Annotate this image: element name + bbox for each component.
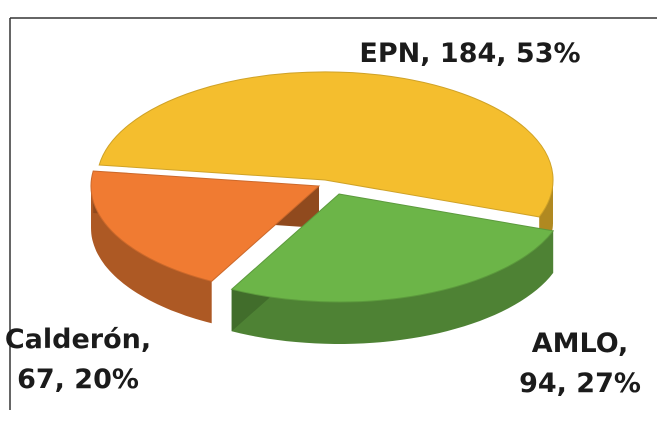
slice [230,193,555,303]
data-label: 67, 20% [17,364,139,395]
slice-side [91,186,212,324]
data-label: EPN, 184, 53% [359,38,580,69]
data-label: Calderón, [5,324,151,355]
slice [98,71,554,218]
data-label: AMLO, [532,328,629,359]
slice [90,170,321,282]
data-label: 94, 27% [519,368,641,399]
slice-side [231,230,554,344]
